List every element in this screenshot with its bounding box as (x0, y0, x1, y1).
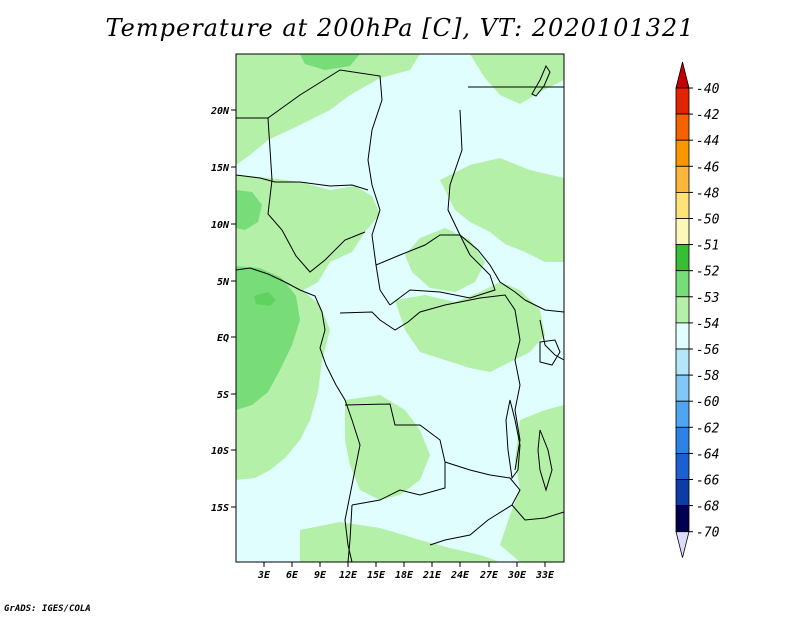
latitude-axis: 20N 15N 10N 5N EQ 5S 10S 15S (210, 106, 236, 514)
lon-label-6e: 6E (286, 570, 299, 581)
colorbar-swatch (675, 322, 690, 350)
lon-label-33e: 33E (535, 570, 555, 581)
colorbar-swatch (675, 452, 690, 480)
field-region-angola (345, 395, 430, 500)
colorbar-swatch (675, 191, 690, 219)
field-region-southeast (500, 405, 564, 562)
colorbar-swatch (675, 348, 690, 376)
colorbar-label: -44 (696, 134, 719, 149)
border-sudan (447, 109, 526, 301)
lon-label-24e: 24E (450, 570, 470, 581)
colorbar-label: -53 (696, 291, 719, 306)
colorbar-label: -42 (696, 108, 720, 123)
border-nigeria (267, 117, 366, 273)
border-south-namibia (347, 504, 353, 562)
colorbar-label: -66 (696, 474, 720, 489)
lon-label-18e: 18E (395, 570, 414, 581)
lon-label-9e: 9E (314, 570, 327, 581)
lat-label-eq: EQ (217, 333, 229, 344)
colorbar-label: -64 (696, 447, 719, 462)
coastline-west (236, 267, 361, 562)
lon-label-15e: 15E (367, 570, 386, 581)
lat-label-15s: 15S (211, 503, 229, 514)
country-borders (236, 64, 564, 562)
colorbar-bottom-arrow (675, 531, 690, 558)
colorbar-label: -70 (696, 526, 720, 541)
red-sea-coast (531, 64, 551, 97)
colorbar-swatch (675, 374, 690, 402)
border-east (524, 299, 564, 313)
lon-label-21e: 21E (422, 570, 442, 581)
colorbar-swatch (675, 296, 690, 324)
border-sahel (236, 174, 369, 191)
lat-label-10n: 10N (211, 220, 230, 231)
colorbar-label: -56 (696, 343, 720, 358)
credit-text: GrADS: IGES/COLA (4, 604, 91, 614)
lon-label-30e: 30E (507, 570, 527, 581)
field-region-nw-patch (236, 190, 262, 230)
field-region-core-patch (254, 292, 276, 306)
field-region-north-east (470, 54, 564, 104)
field-region-sahel-west (236, 175, 380, 292)
map-frame (235, 53, 565, 563)
colorbar-label: -46 (696, 160, 720, 175)
map-title: Temperature at 200hPa [C], VT: 202010132… (105, 14, 695, 42)
lat-label-15n: 15N (211, 163, 230, 174)
temperature-field (236, 54, 564, 562)
field-region-congo (395, 282, 545, 372)
colorbar-label: -62 (696, 421, 720, 436)
colorbar-swatch (675, 218, 690, 246)
lon-label-12e: 12E (339, 570, 358, 581)
colorbar-swatch (675, 426, 690, 454)
colorbar-label: -68 (696, 500, 720, 515)
lake-victoria (539, 339, 561, 366)
colorbar-label: -51 (696, 239, 719, 254)
colorbar-top-arrow (675, 61, 690, 89)
border-car (375, 234, 496, 306)
border-tanzania (539, 319, 564, 361)
colorbar-label: -54 (696, 317, 719, 332)
border-congo-drc (339, 294, 521, 471)
colorbar-swatch (675, 244, 690, 272)
lat-label-5s: 5S (217, 390, 229, 401)
border-mozambique (511, 504, 564, 521)
colorbar-label: -48 (696, 186, 720, 201)
longitude-axis: 3E 6E 9E 12E 15E 18E 21E 24E 27E 30E 33E (257, 562, 555, 581)
colorbar-label: -60 (696, 395, 720, 410)
lat-label-5n: 5N (217, 277, 230, 288)
colorbar-label: -50 (696, 213, 720, 228)
lon-label-27e: 27E (479, 570, 499, 581)
field-region-north-patch (300, 54, 360, 70)
colorbar-swatch (675, 139, 690, 167)
field-region-gulf-guinea (236, 266, 300, 410)
colorbar-swatch (675, 113, 690, 141)
field-region-north (236, 54, 420, 165)
colorbar-label: -52 (696, 265, 720, 280)
colorbar-label: -40 (696, 82, 720, 97)
field-region-sahel-east (440, 158, 564, 262)
border-malawi (537, 429, 553, 492)
colorbar: -40 -42 -44 -46 -48 -50 -51 -52 -53 -54 -56 -58 -60 -… (675, 61, 720, 558)
colorbar-swatch (675, 270, 690, 298)
colorbar-swatch (675, 165, 690, 193)
colorbar-swatch (675, 87, 690, 115)
border-niger-chad (236, 69, 391, 306)
lon-label-3e: 3E (257, 570, 271, 581)
colorbar-label: -58 (696, 369, 720, 384)
border-zambia (429, 461, 521, 546)
colorbar-swatch (675, 505, 690, 533)
lat-label-10s: 10S (211, 446, 229, 457)
lat-label-20n: 20N (210, 106, 230, 117)
colorbar-swatch (675, 400, 690, 428)
lake-tanganyika (505, 399, 521, 480)
colorbar-swatch (675, 479, 690, 507)
